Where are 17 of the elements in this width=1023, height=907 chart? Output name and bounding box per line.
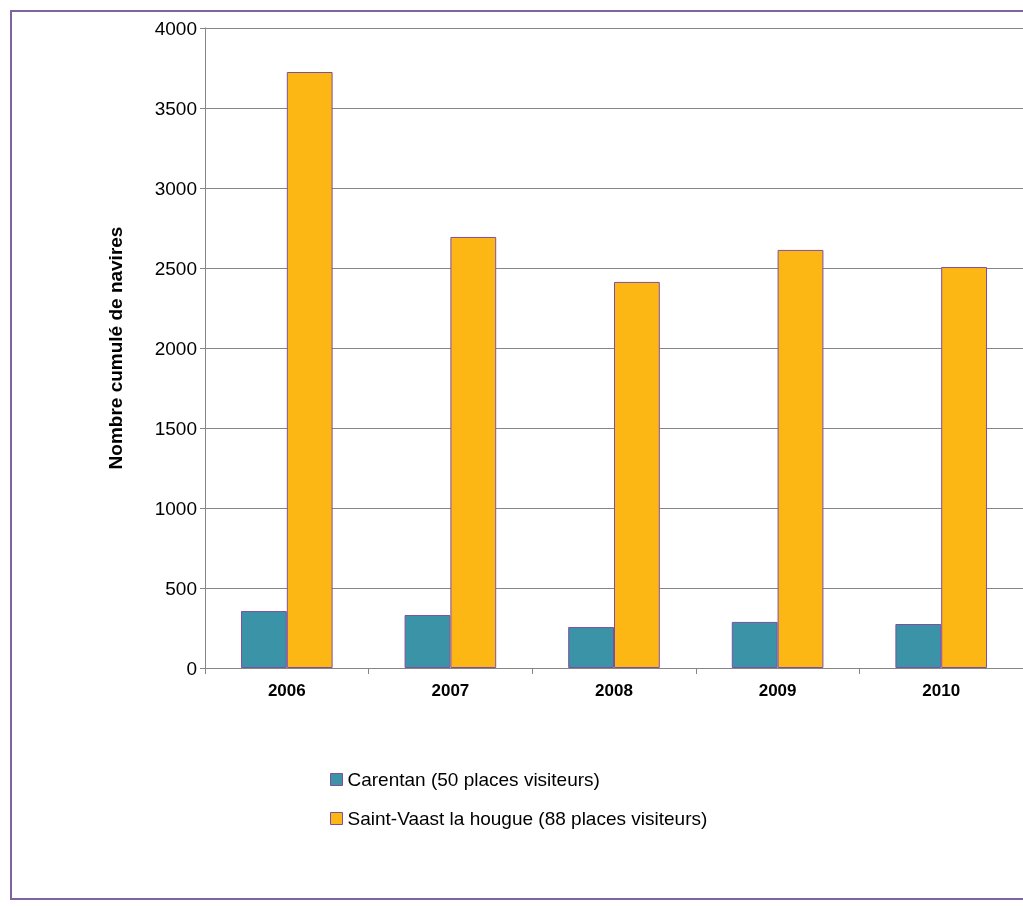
legend-label: Saint-Vaast la hougue (88 places visiteurs) <box>347 808 708 829</box>
y-tick-label: 3500 <box>154 97 197 119</box>
x-tick-label: 2006 <box>267 681 306 700</box>
y-tick-label: 0 <box>186 657 197 679</box>
y-tick-label: 1500 <box>154 417 197 439</box>
y-tick-label: 2000 <box>154 337 197 359</box>
y-axis-title: Nombre cumulé de navires <box>105 226 126 470</box>
x-tick-label: 2009 <box>758 681 797 700</box>
y-tick-label: 4000 <box>154 17 197 39</box>
y-tick-label: 500 <box>165 577 197 599</box>
y-tick-label: 1000 <box>154 497 197 519</box>
y-tick-label: 3000 <box>154 177 197 199</box>
x-tick-label: 2008 <box>595 681 633 700</box>
x-tick-label: 2010 <box>922 681 961 700</box>
legend-label: Carentan (50 places visiteurs) <box>347 769 600 790</box>
y-tick-label: 2500 <box>154 257 197 279</box>
x-tick-label: 2007 <box>431 681 470 700</box>
